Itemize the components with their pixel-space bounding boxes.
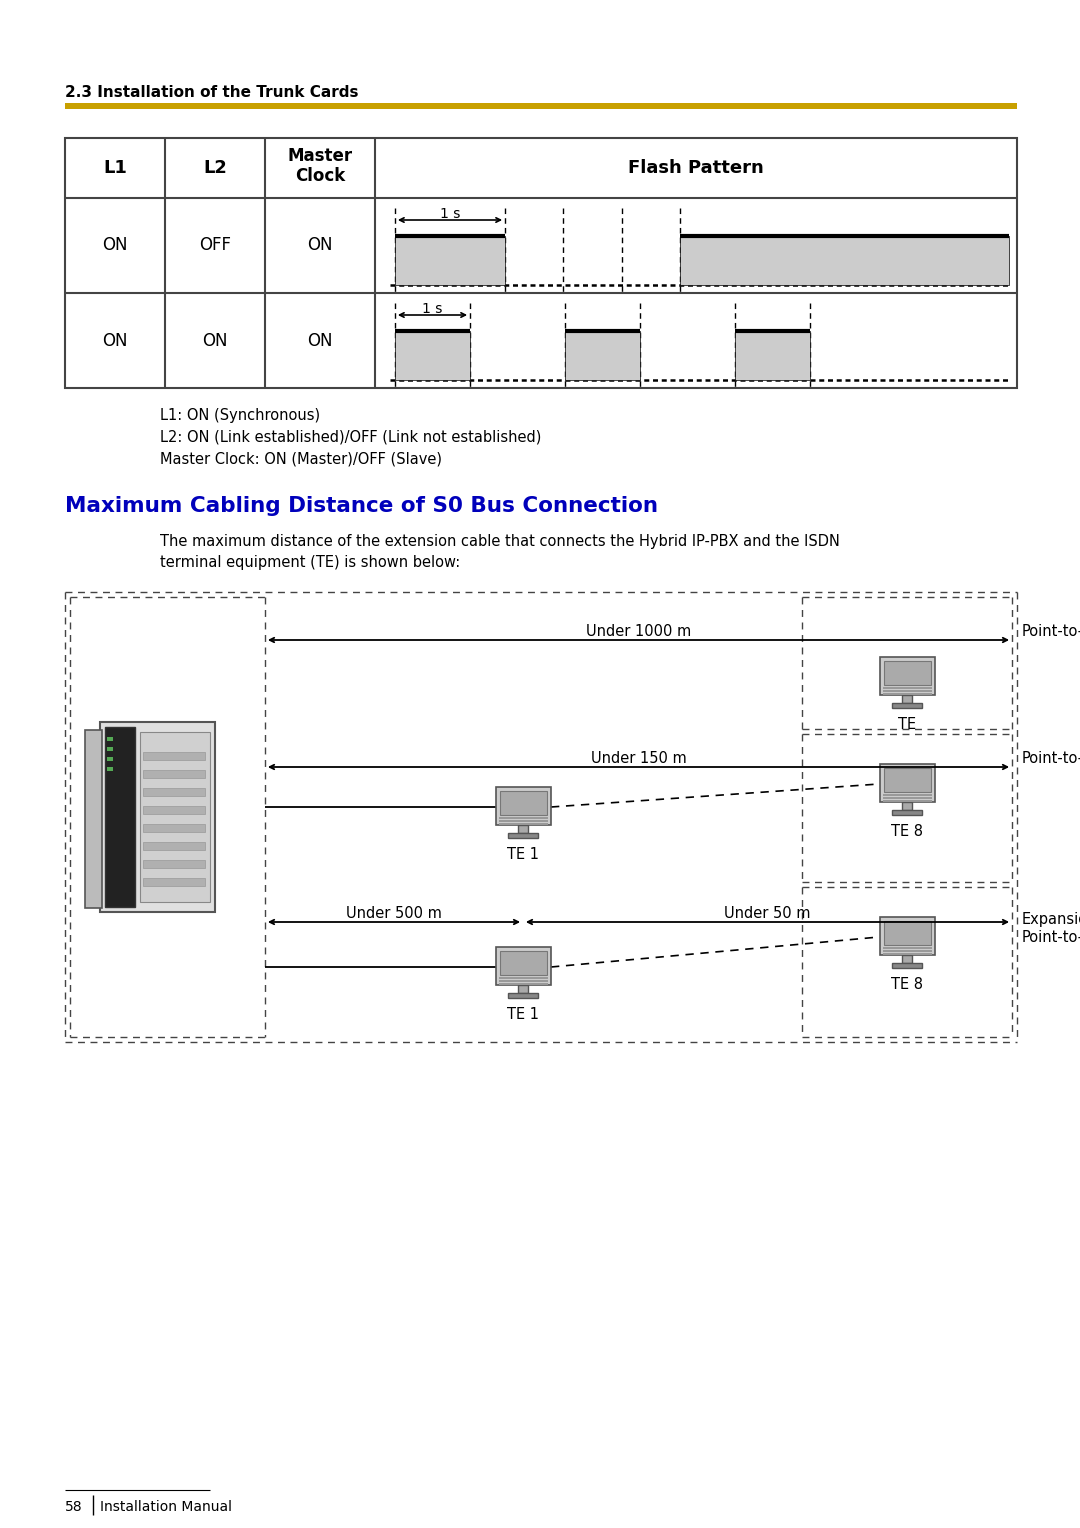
Bar (143, 752, 205, 759)
Text: L1: ON (Synchronous): L1: ON (Synchronous) (160, 408, 320, 423)
Bar (880, 917, 935, 955)
Text: 2.3 Installation of the Trunk Cards: 2.3 Installation of the Trunk Cards (65, 86, 359, 99)
Text: 58: 58 (65, 1500, 83, 1514)
Bar (883, 688, 932, 689)
Bar (902, 802, 912, 810)
Text: Point-to-Point: Point-to-Point (1022, 625, 1080, 640)
Text: TE: TE (897, 717, 916, 732)
Bar (499, 824, 548, 825)
Bar (892, 703, 922, 707)
Text: 1 s: 1 s (422, 303, 443, 316)
Bar (105, 727, 135, 908)
Text: Under 50 m: Under 50 m (725, 906, 811, 921)
Text: Expansion: Expansion (1022, 912, 1080, 927)
Text: TE 8: TE 8 (891, 824, 923, 839)
Text: The maximum distance of the extension cable that connects the Hybrid IP-PBX and : The maximum distance of the extension ca… (160, 533, 840, 549)
Bar (883, 947, 932, 949)
Text: Maximum Cabling Distance of S0 Bus Connection: Maximum Cabling Distance of S0 Bus Conne… (65, 497, 658, 516)
Text: Master Clock: ON (Master)/OFF (Slave): Master Clock: ON (Master)/OFF (Slave) (160, 452, 442, 468)
Bar (883, 801, 932, 802)
Text: ON: ON (103, 237, 127, 255)
Text: L1: L1 (103, 159, 127, 177)
Bar (518, 986, 528, 993)
Bar (885, 662, 931, 685)
Text: TE 8: TE 8 (891, 976, 923, 992)
Bar (496, 787, 551, 825)
Bar (65, 138, 1017, 388)
Bar (143, 824, 205, 833)
Bar (902, 695, 912, 703)
Bar (107, 767, 113, 772)
Bar (140, 732, 210, 902)
Bar (885, 921, 931, 944)
Text: ON: ON (202, 332, 228, 350)
Text: L2: ON (Link established)/OFF (Link not established): L2: ON (Link established)/OFF (Link not … (160, 429, 541, 445)
Bar (883, 694, 932, 695)
Text: Under 1000 m: Under 1000 m (585, 623, 691, 639)
Bar (680, 235, 1009, 286)
Text: TE 1: TE 1 (507, 1007, 539, 1022)
Text: Installation Manual: Installation Manual (100, 1500, 232, 1514)
Bar (499, 821, 548, 822)
Text: 1 s: 1 s (440, 206, 460, 222)
Bar (500, 792, 546, 814)
Text: terminal equipment (TE) is shown below:: terminal equipment (TE) is shown below: (160, 555, 460, 570)
Bar (395, 332, 470, 380)
Bar (143, 860, 205, 868)
Bar (65, 102, 1017, 108)
Text: OFF: OFF (199, 237, 231, 255)
Bar (883, 691, 932, 692)
Bar (883, 953, 932, 955)
Bar (143, 770, 205, 778)
Bar (143, 879, 205, 886)
Bar (880, 764, 935, 802)
Text: Point-to-Multipoint: Point-to-Multipoint (1022, 931, 1080, 944)
Bar (107, 736, 113, 741)
Bar (735, 332, 810, 380)
Text: Flash Pattern: Flash Pattern (629, 159, 764, 177)
Bar (107, 756, 113, 761)
Text: Point-to-Multipoint: Point-to-Multipoint (1022, 752, 1080, 767)
Bar (499, 983, 548, 986)
Text: Master
Clock: Master Clock (287, 147, 352, 185)
Bar (892, 963, 922, 969)
Bar (107, 747, 113, 750)
Bar (499, 979, 548, 983)
Bar (395, 235, 505, 286)
Bar (885, 769, 931, 792)
Bar (883, 795, 932, 796)
Text: L2: L2 (203, 159, 227, 177)
Bar (508, 833, 538, 837)
Text: TE 1: TE 1 (507, 847, 539, 862)
Bar (508, 993, 538, 998)
Bar (499, 817, 548, 819)
Bar (880, 657, 935, 695)
Text: Under 500 m: Under 500 m (346, 906, 442, 921)
Bar (892, 810, 922, 814)
Bar (902, 955, 912, 963)
Bar (143, 805, 205, 814)
Bar (883, 798, 932, 799)
Text: Under 150 m: Under 150 m (591, 750, 687, 766)
Bar (496, 947, 551, 986)
Bar (100, 723, 215, 912)
Bar (85, 730, 102, 908)
Bar (143, 842, 205, 850)
Bar (500, 950, 546, 975)
Bar (143, 788, 205, 796)
Bar (883, 950, 932, 952)
Bar (518, 825, 528, 833)
Text: ON: ON (307, 237, 333, 255)
Text: ON: ON (103, 332, 127, 350)
Bar (565, 332, 640, 380)
Bar (499, 976, 548, 979)
Text: ON: ON (307, 332, 333, 350)
